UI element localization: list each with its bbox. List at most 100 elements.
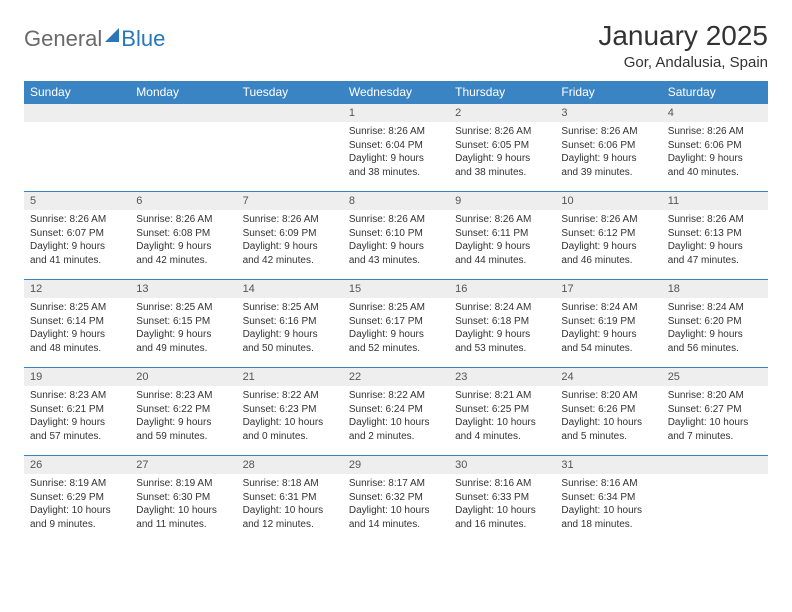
daylight-text: Daylight: 9 hours and 42 minutes.: [136, 240, 230, 267]
day-header: Saturday: [662, 81, 768, 104]
calendar-cell: 27Sunrise: 8:19 AMSunset: 6:30 PMDayligh…: [130, 456, 236, 544]
calendar-cell: 15Sunrise: 8:25 AMSunset: 6:17 PMDayligh…: [343, 280, 449, 368]
calendar-cell: 23Sunrise: 8:21 AMSunset: 6:25 PMDayligh…: [449, 368, 555, 456]
day-number: 10: [555, 192, 661, 210]
daylight-text: Daylight: 9 hours and 42 minutes.: [243, 240, 337, 267]
calendar-cell: 26Sunrise: 8:19 AMSunset: 6:29 PMDayligh…: [24, 456, 130, 544]
sunrise-text: Sunrise: 8:25 AM: [30, 301, 124, 315]
daylight-text: Daylight: 10 hours and 12 minutes.: [243, 504, 337, 531]
sunset-text: Sunset: 6:12 PM: [561, 227, 655, 241]
day-number: 31: [555, 456, 661, 474]
sunset-text: Sunset: 6:08 PM: [136, 227, 230, 241]
day-number: 15: [343, 280, 449, 298]
cell-body: Sunrise: 8:26 AMSunset: 6:11 PMDaylight:…: [449, 210, 555, 273]
calendar-cell: 12Sunrise: 8:25 AMSunset: 6:14 PMDayligh…: [24, 280, 130, 368]
sunset-text: Sunset: 6:24 PM: [349, 403, 443, 417]
calendar-cell: 19Sunrise: 8:23 AMSunset: 6:21 PMDayligh…: [24, 368, 130, 456]
cell-body: Sunrise: 8:20 AMSunset: 6:26 PMDaylight:…: [555, 386, 661, 449]
sunset-text: Sunset: 6:21 PM: [30, 403, 124, 417]
sunrise-text: Sunrise: 8:20 AM: [668, 389, 762, 403]
sunrise-text: Sunrise: 8:26 AM: [668, 125, 762, 139]
sunset-text: Sunset: 6:06 PM: [561, 139, 655, 153]
cell-body: Sunrise: 8:20 AMSunset: 6:27 PMDaylight:…: [662, 386, 768, 449]
daylight-text: Daylight: 9 hours and 46 minutes.: [561, 240, 655, 267]
daylight-text: Daylight: 9 hours and 59 minutes.: [136, 416, 230, 443]
sunset-text: Sunset: 6:16 PM: [243, 315, 337, 329]
daylight-text: Daylight: 9 hours and 38 minutes.: [455, 152, 549, 179]
day-number: 24: [555, 368, 661, 386]
calendar-cell: 1Sunrise: 8:26 AMSunset: 6:04 PMDaylight…: [343, 104, 449, 192]
calendar-week-row: 1 Sunrise: 8:26 AM Sunset: 6:04 PM Daylight…: [24, 104, 768, 192]
cell-body: Sunrise: 8:25 AMSunset: 6:14 PMDaylight:…: [24, 298, 130, 361]
calendar-cell: 14Sunrise: 8:25 AMSunset: 6:16 PMDayligh…: [237, 280, 343, 368]
day-number: 27: [130, 456, 236, 474]
sunset-text: Sunset: 6:09 PM: [243, 227, 337, 241]
calendar-cell: 18Sunrise: 8:24 AMSunset: 6:20 PMDayligh…: [662, 280, 768, 368]
sunrise-text: Sunrise: 8:24 AM: [668, 301, 762, 315]
cell-body: Sunrise: 8:17 AMSunset: 6:32 PMDaylight:…: [343, 474, 449, 537]
calendar-week-row: 19Sunrise: 8:23 AMSunset: 6:21 PMDayligh…: [24, 368, 768, 456]
daylight-text: Daylight: 10 hours and 7 minutes.: [668, 416, 762, 443]
cell-body: Sunrise: 8:26 AMSunset: 6:12 PMDaylight:…: [555, 210, 661, 273]
sunset-text: Sunset: 6:29 PM: [30, 491, 124, 505]
month-title: January 2025: [598, 20, 768, 52]
sunset-text: Sunset: 6:10 PM: [349, 227, 443, 241]
calendar-cell: [24, 104, 130, 192]
cell-body: Sunrise: 8:22 AMSunset: 6:23 PMDaylight:…: [237, 386, 343, 449]
sunrise-text: Sunrise: 8:21 AM: [455, 389, 549, 403]
daylight-text: Daylight: 9 hours and 47 minutes.: [668, 240, 762, 267]
day-number-empty: [237, 104, 343, 122]
title-block: January 2025 Gor, Andalusia, Spain: [598, 20, 768, 71]
day-number: 22: [343, 368, 449, 386]
calendar-cell: 13Sunrise: 8:25 AMSunset: 6:15 PMDayligh…: [130, 280, 236, 368]
sunset-text: Sunset: 6:15 PM: [136, 315, 230, 329]
sunset-text: Sunset: 6:25 PM: [455, 403, 549, 417]
calendar-cell: 16Sunrise: 8:24 AMSunset: 6:18 PMDayligh…: [449, 280, 555, 368]
day-number-empty: [24, 104, 130, 122]
day-number: 16: [449, 280, 555, 298]
day-header: Monday: [130, 81, 236, 104]
daylight-text: Daylight: 10 hours and 0 minutes.: [243, 416, 337, 443]
sunrise-text: Sunrise: 8:22 AM: [243, 389, 337, 403]
sunrise-text: Sunrise: 8:26 AM: [349, 213, 443, 227]
cell-body: Sunrise: 8:26 AMSunset: 6:10 PMDaylight:…: [343, 210, 449, 273]
calendar-cell: 24Sunrise: 8:20 AMSunset: 6:26 PMDayligh…: [555, 368, 661, 456]
sunset-text: Sunset: 6:22 PM: [136, 403, 230, 417]
sunrise-text: Sunrise: 8:26 AM: [668, 213, 762, 227]
day-number: 1: [343, 104, 449, 122]
day-number: 9: [449, 192, 555, 210]
sunset-text: Sunset: 6:04 PM: [349, 139, 443, 153]
calendar-cell: 31Sunrise: 8:16 AMSunset: 6:34 PMDayligh…: [555, 456, 661, 544]
sunrise-text: Sunrise: 8:26 AM: [30, 213, 124, 227]
calendar-week-row: 26Sunrise: 8:19 AMSunset: 6:29 PMDayligh…: [24, 456, 768, 544]
day-number: 20: [130, 368, 236, 386]
daylight-text: Daylight: 9 hours and 53 minutes.: [455, 328, 549, 355]
sunrise-text: Sunrise: 8:26 AM: [561, 213, 655, 227]
cell-body: Sunrise: 8:24 AMSunset: 6:20 PMDaylight:…: [662, 298, 768, 361]
day-number: 2: [449, 104, 555, 122]
cell-body: Sunrise: 8:26 AMSunset: 6:06 PMDaylight:…: [555, 122, 661, 185]
cell-body: Sunrise: 8:26 AMSunset: 6:05 PMDaylight:…: [449, 122, 555, 185]
logo-blue-text: Blue: [121, 26, 165, 52]
day-number: 13: [130, 280, 236, 298]
day-number: 25: [662, 368, 768, 386]
calendar-table: Sunday Monday Tuesday Wednesday Thursday…: [24, 81, 768, 544]
daylight-text: Daylight: 9 hours and 40 minutes.: [668, 152, 762, 179]
cell-body: Sunrise: 8:21 AMSunset: 6:25 PMDaylight:…: [449, 386, 555, 449]
calendar-week-row: 5Sunrise: 8:26 AMSunset: 6:07 PMDaylight…: [24, 192, 768, 280]
day-header: Sunday: [24, 81, 130, 104]
daylight-text: Daylight: 9 hours and 56 minutes.: [668, 328, 762, 355]
calendar-cell: 29Sunrise: 8:17 AMSunset: 6:32 PMDayligh…: [343, 456, 449, 544]
calendar-cell: 25Sunrise: 8:20 AMSunset: 6:27 PMDayligh…: [662, 368, 768, 456]
sunset-text: Sunset: 6:23 PM: [243, 403, 337, 417]
daylight-text: Daylight: 10 hours and 11 minutes.: [136, 504, 230, 531]
sunset-text: Sunset: 6:05 PM: [455, 139, 549, 153]
day-number: 7: [237, 192, 343, 210]
day-number: 30: [449, 456, 555, 474]
calendar-week-row: 12Sunrise: 8:25 AMSunset: 6:14 PMDayligh…: [24, 280, 768, 368]
sunrise-text: Sunrise: 8:19 AM: [30, 477, 124, 491]
sunrise-text: Sunrise: 8:23 AM: [30, 389, 124, 403]
location-text: Gor, Andalusia, Spain: [598, 54, 768, 71]
daylight-text: Daylight: 9 hours and 48 minutes.: [30, 328, 124, 355]
calendar-cell: 9Sunrise: 8:26 AMSunset: 6:11 PMDaylight…: [449, 192, 555, 280]
